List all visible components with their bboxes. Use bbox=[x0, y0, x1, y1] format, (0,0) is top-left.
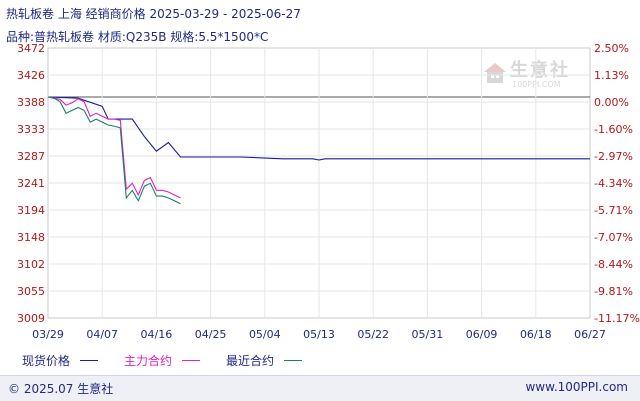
chart-axes: 3472 2.50% 3426 1.13% 3388 0.00% 3333 -1.60% 328… bbox=[17, 42, 640, 341]
y-left-tick-label: 3241 bbox=[17, 177, 45, 190]
legend-swatch-spot bbox=[80, 360, 99, 361]
x-tick-label: 06/18 bbox=[520, 328, 552, 341]
x-tick-label: 06/27 bbox=[574, 328, 606, 341]
legend-label-recent: 最近合约 bbox=[226, 354, 275, 368]
x-tick-label: 06/09 bbox=[466, 328, 498, 341]
x-tick-label: 04/07 bbox=[86, 328, 118, 341]
legend-label-main: 主力合约 bbox=[124, 354, 173, 368]
legend-swatch-main bbox=[182, 360, 201, 361]
x-tick-label: 05/04 bbox=[249, 328, 281, 341]
footer-site-link[interactable]: www.100PPI.com bbox=[525, 380, 628, 394]
y-left-tick-label: 3009 bbox=[17, 312, 45, 325]
watermark-text: 生意社 bbox=[510, 60, 570, 81]
y-right-tick-label: -7.07% bbox=[594, 231, 633, 244]
y-right-tick-label: 1.13% bbox=[594, 69, 629, 82]
y-right-tick-label: -5.71% bbox=[594, 204, 633, 217]
y-left-tick-label: 3055 bbox=[17, 285, 45, 298]
series-line-0 bbox=[47, 96, 590, 161]
legend-swatch-recent bbox=[284, 360, 303, 361]
y-right-tick-label: 2.50% bbox=[594, 42, 629, 55]
y-left-tick-label: 3148 bbox=[17, 231, 45, 244]
legend-label-spot: 现货价格 bbox=[22, 354, 71, 368]
y-right-tick-label: 0.00% bbox=[594, 96, 629, 109]
footer-bar: © 2025.07 生意社 www.100PPI.com bbox=[0, 375, 640, 401]
series-line-1 bbox=[47, 96, 181, 199]
y-left-tick-label: 3333 bbox=[17, 123, 45, 136]
x-tick-label: 05/22 bbox=[357, 328, 389, 341]
y-right-tick-label: -11.17% bbox=[594, 312, 640, 325]
x-tick-label: 05/13 bbox=[303, 328, 335, 341]
house-icon bbox=[484, 63, 506, 83]
legend-item-main: 主力合约 bbox=[124, 352, 201, 369]
y-left-tick-label: 3388 bbox=[17, 96, 45, 109]
y-left-tick-label: 3102 bbox=[17, 258, 45, 271]
chart-series bbox=[47, 96, 590, 205]
y-right-tick-label: -1.60% bbox=[594, 123, 633, 136]
legend-item-recent: 最近合约 bbox=[226, 352, 303, 369]
x-tick-label: 04/16 bbox=[141, 328, 173, 341]
y-right-tick-label: -4.34% bbox=[594, 177, 633, 190]
y-left-tick-label: 3472 bbox=[17, 42, 45, 55]
y-left-tick-label: 3426 bbox=[17, 69, 45, 82]
chart-subtitle: 品种:普热轧板卷 材质:Q235B 规格:5.5*1500*C bbox=[6, 30, 269, 44]
x-tick-label: 05/31 bbox=[412, 328, 444, 341]
x-tick-label: 03/29 bbox=[32, 328, 64, 341]
y-right-tick-label: -8.44% bbox=[594, 258, 633, 271]
watermark-url: 100PPI.COM bbox=[512, 80, 561, 89]
chart-legend: 现货价格 主力合约 最近合约 bbox=[22, 352, 328, 369]
series-line-2 bbox=[47, 96, 181, 205]
chart-title: 热轧板卷 上海 经销商价格 2025-03-29 - 2025-06-27 bbox=[6, 7, 301, 21]
y-left-tick-label: 3194 bbox=[17, 204, 45, 217]
watermark-logo: 生意社 100PPI.COM bbox=[482, 56, 572, 92]
footer-copyright: © 2025.07 生意社 bbox=[8, 382, 114, 396]
x-tick-label: 04/25 bbox=[195, 328, 227, 341]
y-left-tick-label: 3287 bbox=[17, 150, 45, 163]
chart-grid bbox=[47, 47, 591, 319]
y-right-tick-label: -2.97% bbox=[594, 150, 633, 163]
y-right-tick-label: -9.81% bbox=[594, 285, 633, 298]
legend-item-spot: 现货价格 bbox=[22, 352, 99, 369]
